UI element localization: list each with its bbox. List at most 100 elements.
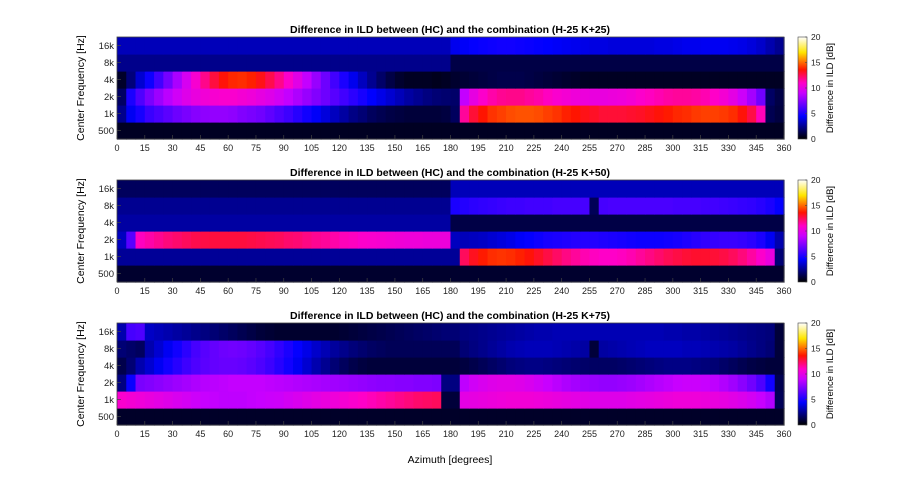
heatmap-cell	[663, 408, 674, 426]
heatmap-cell	[181, 71, 192, 89]
heatmap-cell	[487, 54, 498, 72]
heatmap-cell	[126, 357, 137, 375]
heatmap-cell	[404, 231, 415, 249]
heatmap-cell	[700, 197, 711, 215]
heatmap-cell	[385, 231, 396, 249]
heatmap-cell	[404, 197, 415, 215]
heatmap-cell	[330, 408, 340, 426]
heatmap-cell	[515, 88, 526, 106]
heatmap-cell	[302, 323, 313, 341]
heatmap-cell	[617, 71, 628, 89]
heatmap-cell	[265, 357, 276, 375]
heatmap-cell	[283, 122, 294, 140]
heatmap-cell	[635, 71, 646, 89]
heatmap-cell	[617, 391, 628, 409]
heatmap-cell	[691, 391, 702, 409]
heatmap-cell	[487, 180, 498, 198]
heatmap-cell	[635, 340, 646, 358]
heatmap-cell	[682, 71, 692, 89]
heatmap-cell	[709, 248, 720, 266]
heatmap-cell	[478, 231, 489, 249]
heatmap-cell	[404, 357, 415, 375]
heatmap-cell	[200, 71, 211, 89]
heatmap-cell	[413, 197, 424, 215]
heatmap-cell	[422, 197, 433, 215]
heatmap-cell	[117, 374, 127, 392]
heatmap-cell	[756, 54, 767, 72]
heatmap-cell	[330, 231, 340, 249]
heatmap-cell	[635, 231, 646, 249]
heatmap-cell	[376, 180, 387, 198]
heatmap-cell	[700, 88, 711, 106]
heatmap-cell	[348, 197, 359, 215]
heatmap-cell	[144, 197, 155, 215]
heatmap-cell	[774, 391, 785, 409]
heatmap-cell	[144, 37, 155, 55]
heatmap-cell	[515, 197, 526, 215]
heatmap-cell	[163, 323, 174, 341]
heatmap-cell	[543, 265, 553, 283]
heatmap-cell	[228, 408, 239, 426]
heatmap-cell	[200, 197, 211, 215]
heatmap-cell	[413, 105, 424, 123]
heatmap-cell	[737, 105, 748, 123]
heatmap-cell	[144, 214, 155, 232]
heatmap-cell	[515, 37, 526, 55]
heatmap-cell	[654, 197, 665, 215]
heatmap-cell	[552, 88, 563, 106]
heatmap-cell	[376, 197, 387, 215]
x-tick-label: 270	[610, 143, 625, 153]
heatmap-cell	[404, 105, 415, 123]
heatmap-cell	[172, 122, 183, 140]
heatmap-cell	[320, 180, 331, 198]
x-tick-label: 0	[114, 286, 119, 296]
heatmap-cell	[246, 180, 257, 198]
heatmap-cell	[561, 54, 572, 72]
heatmap-cell	[561, 88, 572, 106]
heatmap-cell	[598, 214, 609, 232]
y-tick-label: 1k	[104, 395, 114, 406]
heatmap-cell	[237, 37, 248, 55]
heatmap-cell	[487, 88, 498, 106]
heatmap-cell	[737, 374, 748, 392]
heatmap-cell	[181, 391, 192, 409]
heatmap-cell	[163, 180, 174, 198]
heatmap-cell	[515, 122, 526, 140]
heatmap-cell	[302, 54, 313, 72]
heatmap-cell	[237, 231, 248, 249]
heatmap-cell	[626, 54, 637, 72]
heatmap-cell	[709, 231, 720, 249]
x-tick-label: 360	[776, 286, 791, 296]
heatmap-cell	[311, 374, 322, 392]
heatmap-cell	[626, 105, 637, 123]
heatmap-cell	[478, 105, 489, 123]
x-tick-label: 240	[554, 429, 569, 439]
heatmap-cell	[283, 374, 294, 392]
heatmap-cell	[617, 265, 628, 283]
panel-3-colorbar-label: Difference in ILD [dB]	[825, 329, 836, 419]
heatmap-cell	[163, 265, 174, 283]
heatmap-cell	[218, 54, 229, 72]
heatmap-cell	[774, 231, 785, 249]
heatmap-cell	[774, 122, 785, 140]
heatmap-cell	[682, 374, 692, 392]
x-tick-label: 300	[665, 286, 680, 296]
heatmap-cell	[246, 408, 257, 426]
heatmap-cell	[450, 197, 461, 215]
heatmap-cell	[172, 357, 183, 375]
heatmap-cell	[394, 105, 405, 123]
y-tick-label: 8k	[104, 58, 114, 69]
panel-2-ticks: 0 15 30 45 60 75 90 105 120 135 150 165 180 195 210 225…	[98, 184, 791, 296]
heatmap-cell	[274, 180, 285, 198]
heatmap-cell	[200, 323, 211, 341]
heatmap-cell	[570, 391, 581, 409]
heatmap-cell	[191, 197, 201, 215]
heatmap-cell	[617, 122, 628, 140]
heatmap-cell	[709, 88, 720, 106]
x-tick-label: 45	[195, 143, 205, 153]
x-tick-label: 330	[721, 143, 736, 153]
heatmap-cell	[320, 374, 331, 392]
heatmap-cell	[181, 88, 192, 106]
heatmap-cell	[191, 231, 201, 249]
heatmap-cell	[441, 340, 452, 358]
